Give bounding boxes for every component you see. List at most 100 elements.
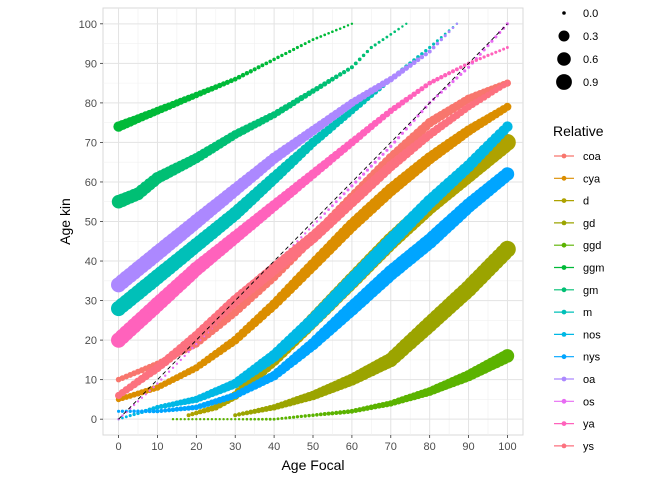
legend-key-point-nys	[561, 354, 567, 360]
x-tick-label: 80	[424, 441, 436, 453]
legend-label-d: d	[583, 196, 589, 208]
data-point-ggd	[241, 417, 245, 421]
data-point-ggd	[234, 418, 237, 421]
data-point-os	[354, 180, 358, 184]
data-point-os	[389, 144, 393, 148]
data-point-os	[140, 396, 144, 399]
data-point-ya	[458, 65, 463, 70]
data-point-oa	[411, 60, 417, 66]
data-point-ggd	[268, 417, 272, 421]
data-point-gd	[499, 240, 516, 258]
y-tick-label: 10	[85, 375, 97, 387]
data-point-gm	[361, 53, 366, 58]
data-point-nys	[140, 409, 144, 414]
data-point-os	[420, 110, 424, 114]
data-point-nos	[502, 121, 513, 132]
data-point-nys	[163, 408, 168, 413]
data-point-os	[195, 342, 198, 346]
data-point-ggm	[338, 27, 342, 30]
data-point-ya	[490, 52, 494, 56]
y-tick-label: 80	[85, 98, 97, 110]
data-point-ggm	[311, 38, 315, 42]
data-point-oa	[451, 26, 455, 30]
data-point-ggd	[230, 418, 233, 421]
data-point-ggm	[232, 76, 238, 82]
data-point-nys	[117, 409, 121, 413]
data-point-ya	[494, 50, 498, 54]
x-tick-label: 100	[498, 441, 516, 453]
data-point-ggd	[171, 418, 175, 421]
legend-label-coa: coa	[583, 151, 602, 163]
data-point-ya	[447, 71, 452, 76]
data-point-os	[175, 362, 179, 365]
data-point-gm	[389, 33, 393, 36]
data-point-m	[435, 39, 439, 43]
data-point-oa	[399, 68, 406, 74]
data-point-os	[311, 224, 315, 227]
data-point-nos	[124, 415, 128, 419]
data-point-os	[179, 358, 182, 362]
size-legend-label: 0.9	[583, 77, 598, 89]
y-axis: 0 10 20 30 40 50 60 70 80 90 100	[79, 19, 103, 426]
data-point-ya	[462, 63, 467, 68]
data-point-os	[346, 188, 350, 192]
data-point-nys	[128, 409, 132, 414]
data-point-gm	[337, 72, 343, 77]
size-legend-label: 0.0	[583, 8, 598, 20]
data-point-ya	[486, 53, 490, 58]
data-point-gm	[349, 65, 354, 70]
data-point-ggm	[319, 35, 323, 38]
data-point-nys	[151, 409, 156, 414]
data-point-ya	[505, 46, 509, 49]
data-point-ya	[415, 88, 421, 95]
data-point-ggm	[268, 59, 273, 64]
data-point-nos	[151, 406, 156, 411]
data-point-ggd	[334, 410, 339, 416]
data-point-oa	[439, 37, 443, 42]
data-point-ggd	[353, 408, 359, 413]
data-point-ggm	[264, 61, 269, 66]
data-point-ya	[450, 69, 456, 74]
legend-key-point-gd	[561, 220, 567, 226]
data-point-os	[148, 389, 151, 392]
data-point-nys	[136, 409, 140, 414]
data-point-ggm	[342, 25, 346, 29]
data-point-d	[190, 411, 195, 417]
data-point-os	[121, 414, 124, 417]
data-point-ggd	[272, 417, 276, 421]
size-legend-label: 0.6	[583, 54, 598, 66]
data-point-ggd	[226, 418, 229, 421]
legend-key-point-ya	[561, 421, 567, 426]
legend-key-point-os	[561, 398, 567, 404]
legend-label-os: os	[583, 396, 595, 408]
data-point-nos	[128, 414, 132, 418]
data-point-os	[494, 35, 498, 39]
data-point-os	[365, 168, 369, 172]
data-point-os	[350, 184, 354, 188]
data-point-os	[319, 216, 323, 219]
legend-key-point-ggm	[561, 265, 567, 270]
data-point-os	[393, 140, 397, 144]
data-point-os	[307, 228, 311, 231]
data-point-m	[424, 49, 428, 53]
data-point-ggm	[303, 42, 307, 46]
data-point-ya	[435, 76, 440, 82]
data-point-gd	[233, 413, 238, 418]
data-point-nys	[132, 409, 136, 414]
data-point-ggm	[236, 74, 242, 80]
x-tick-label: 40	[268, 441, 280, 453]
x-axis-title: Age Focal	[281, 457, 344, 473]
data-point-ggd	[237, 417, 241, 421]
data-point-oa	[431, 45, 436, 50]
data-point-os	[377, 156, 381, 160]
data-point-gm	[345, 67, 351, 72]
data-point-os	[490, 39, 494, 43]
data-point-ggd	[318, 412, 323, 417]
size-legend-key	[557, 52, 571, 66]
x-tick-label: 90	[462, 441, 474, 453]
data-point-os	[373, 160, 377, 164]
data-point-os	[381, 152, 385, 156]
data-point-ggd	[280, 416, 284, 420]
data-points	[111, 22, 516, 421]
data-point-oa	[419, 54, 425, 60]
